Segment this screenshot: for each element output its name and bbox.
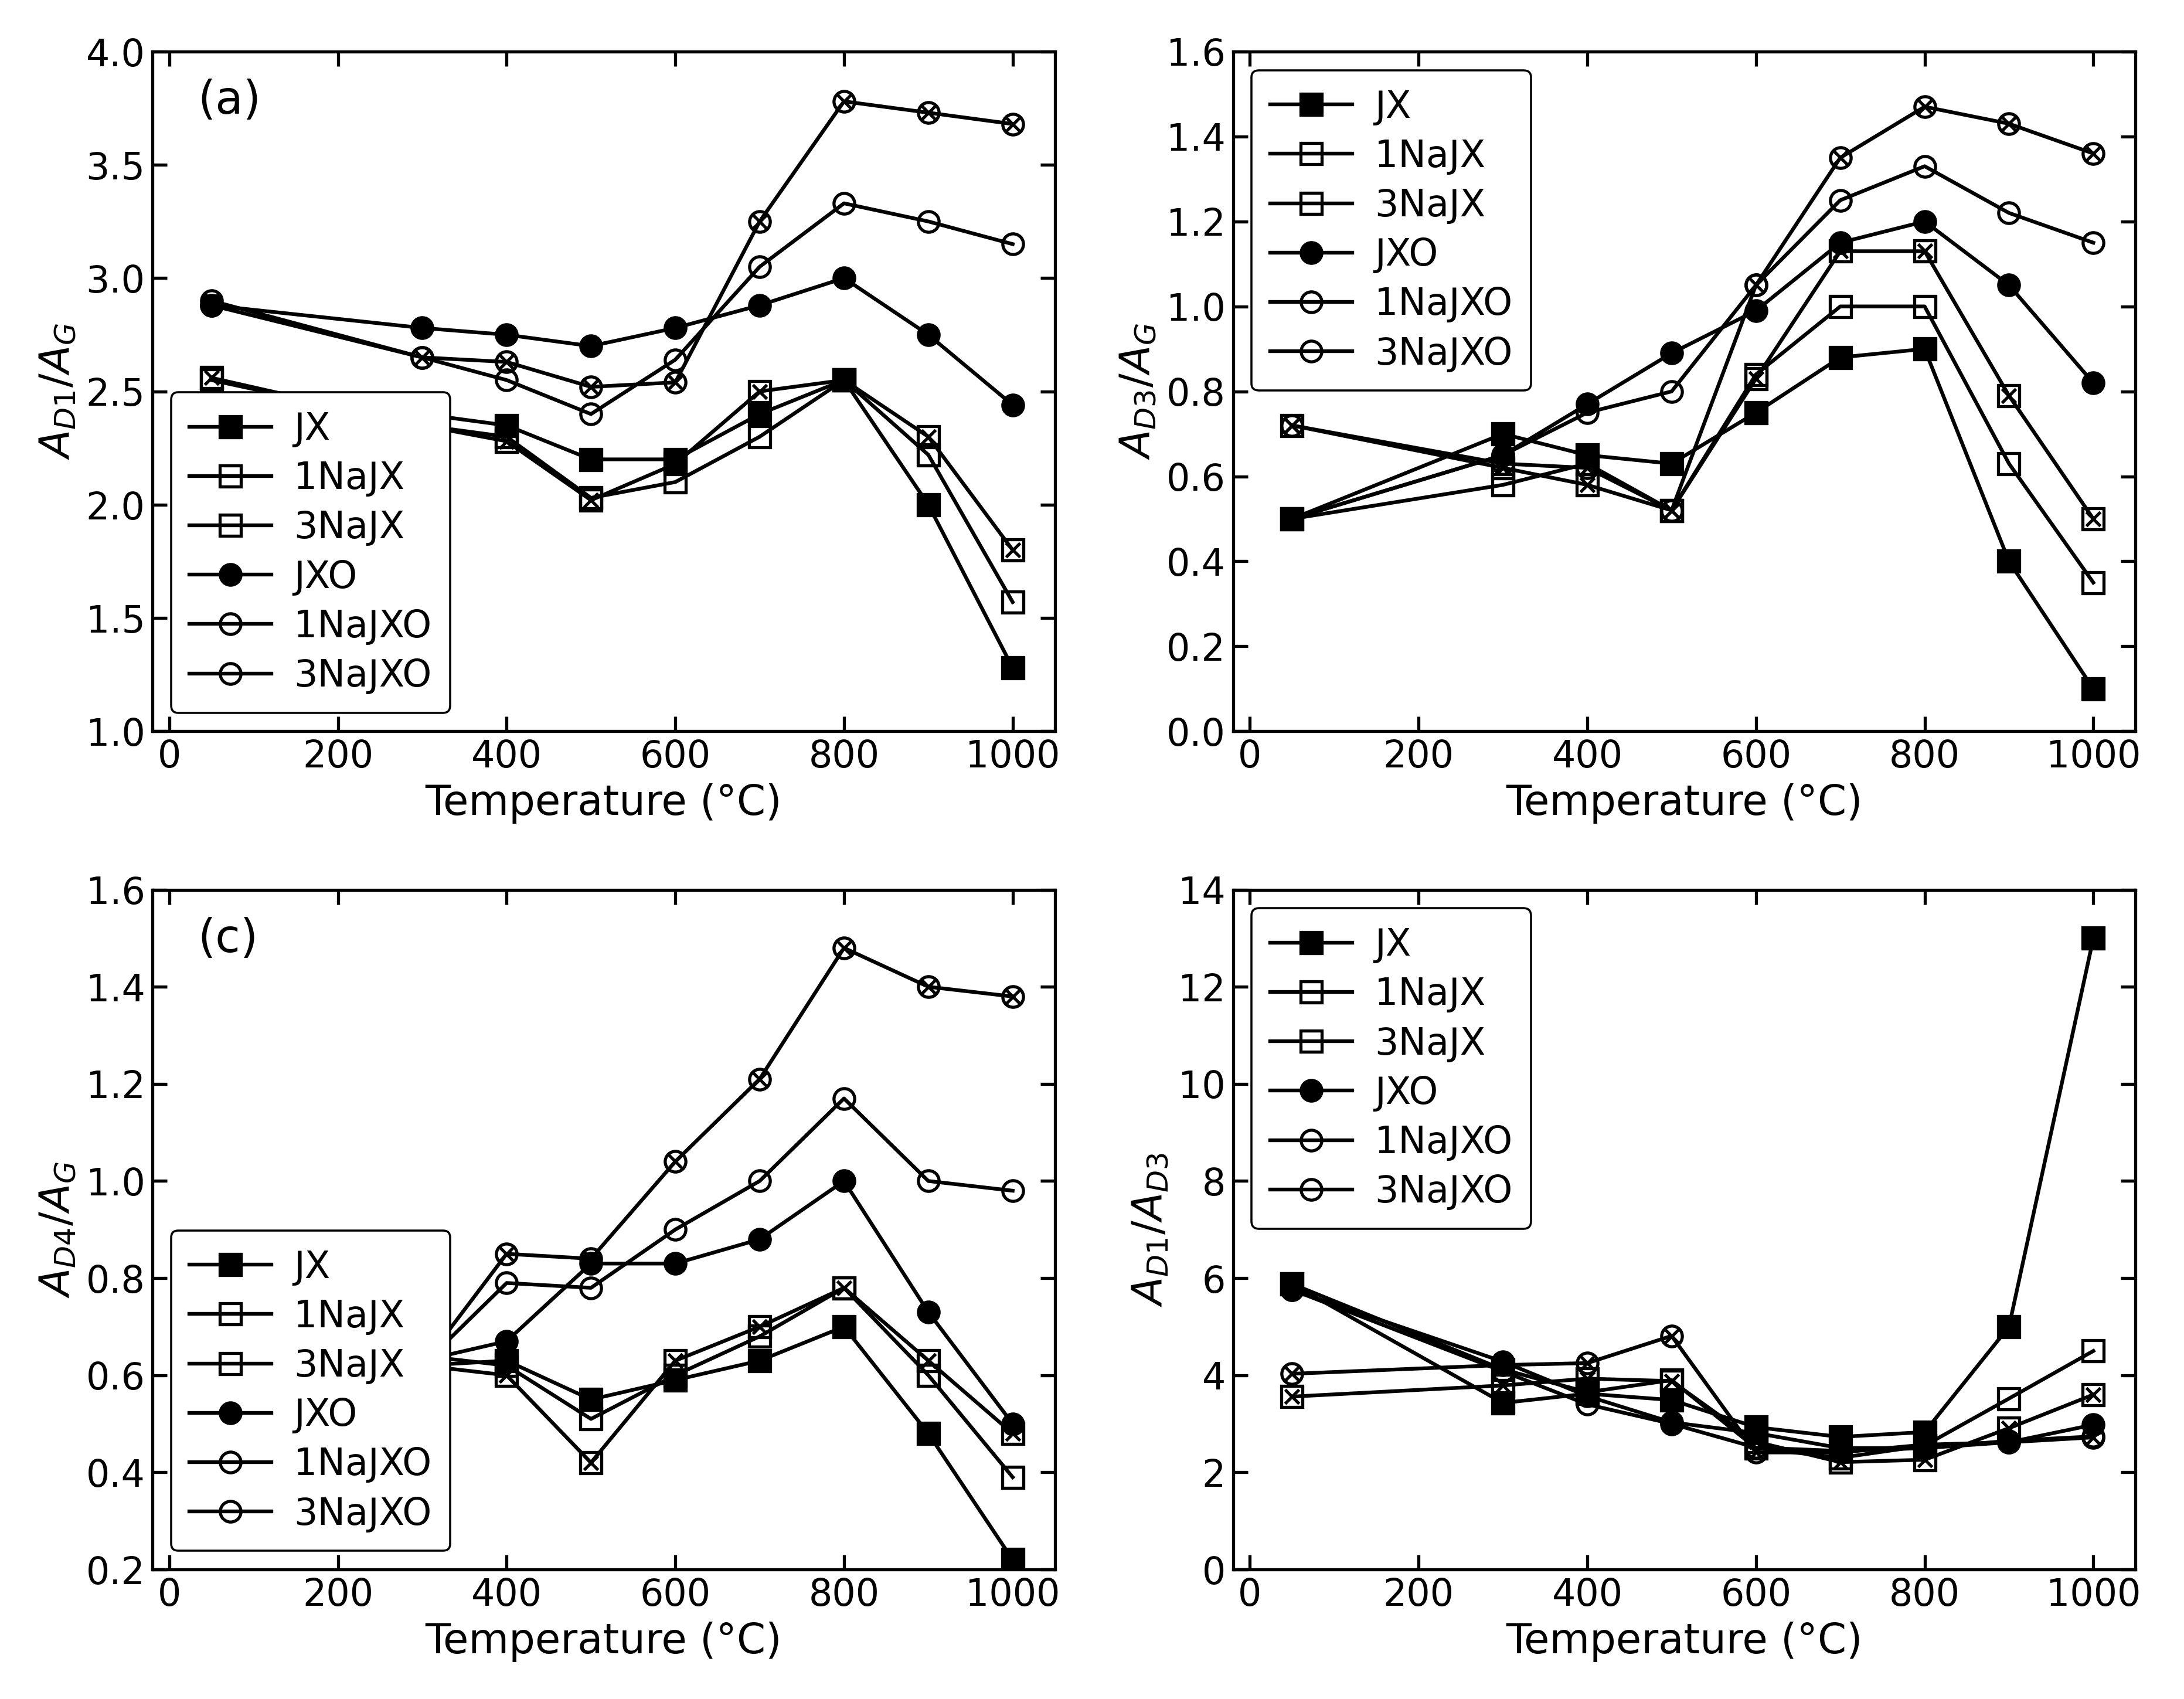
X-axis label: Temperature (°C): Temperature (°C) (1505, 1621, 1863, 1662)
X-axis label: Temperature (°C): Temperature (°C) (426, 1621, 782, 1662)
Y-axis label: $A_{D1}/A_{D3}$: $A_{D1}/A_{D3}$ (1129, 1152, 1171, 1307)
Text: (a): (a) (197, 78, 260, 124)
Text: (c): (c) (197, 917, 258, 962)
Legend: JX, 1NaJX, 3NaJX, JXO, 1NaJXO, 3NaJXO: JX, 1NaJX, 3NaJX, JXO, 1NaJXO, 3NaJXO (170, 1230, 450, 1551)
Text: (d): (d) (1278, 917, 1343, 962)
Legend: JX, 1NaJX, 3NaJX, JXO, 1NaJXO, 3NaJXO: JX, 1NaJX, 3NaJX, JXO, 1NaJXO, 3NaJXO (170, 392, 450, 712)
Y-axis label: $A_{D3}/A_G$: $A_{D3}/A_G$ (1118, 323, 1158, 460)
Legend: JX, 1NaJX, 3NaJX, JXO, 1NaJXO, 3NaJXO: JX, 1NaJX, 3NaJX, JXO, 1NaJXO, 3NaJXO (1251, 909, 1531, 1228)
Y-axis label: $A_{D4}/A_G$: $A_{D4}/A_G$ (37, 1160, 79, 1298)
X-axis label: Temperature (°C): Temperature (°C) (1505, 783, 1863, 824)
Text: (b): (b) (1278, 78, 1343, 124)
X-axis label: Temperature (°C): Temperature (°C) (426, 783, 782, 824)
Y-axis label: $A_{D1}/A_G$: $A_{D1}/A_G$ (37, 323, 79, 460)
Legend: JX, 1NaJX, 3NaJX, JXO, 1NaJXO, 3NaJXO: JX, 1NaJX, 3NaJX, JXO, 1NaJXO, 3NaJXO (1251, 70, 1531, 391)
